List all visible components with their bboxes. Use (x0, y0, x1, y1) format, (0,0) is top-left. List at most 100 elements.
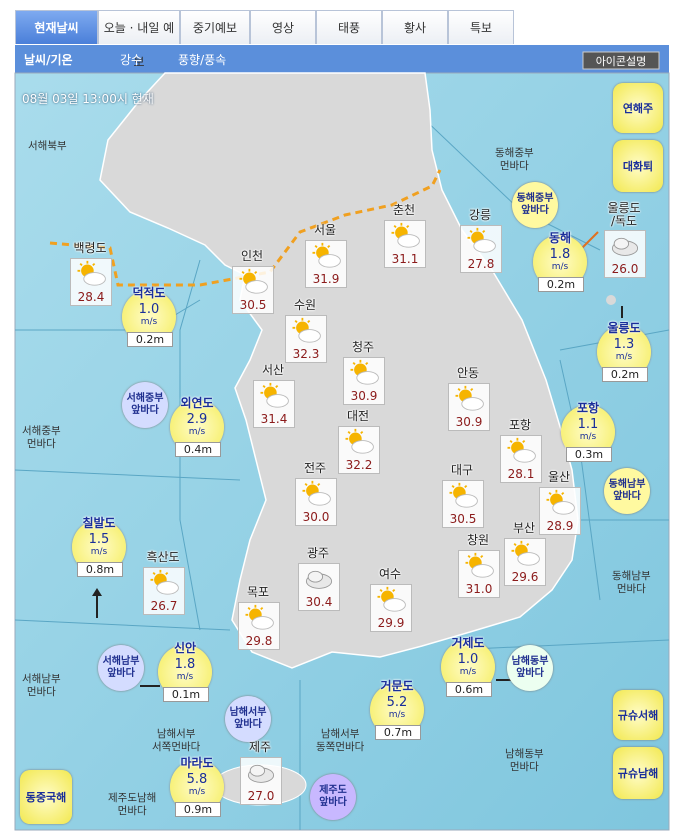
temperature: 29.8 (245, 634, 273, 648)
buoy[interactable]: 외연도 2.9 m/s 0.4m (170, 396, 224, 457)
temperature: 27.8 (467, 257, 495, 271)
city-name: 울릉도 /독도 (607, 201, 641, 228)
city-weather[interactable]: 27.8 (460, 225, 502, 273)
city-weather[interactable]: 29.9 (370, 584, 412, 632)
city-name: 수원 (293, 298, 317, 312)
city-weather[interactable]: 28.1 (500, 435, 542, 483)
temperature: 32.3 (292, 347, 320, 361)
city-weather[interactable]: 26.7 (143, 567, 185, 615)
weather-icon (542, 489, 578, 516)
sea-zone-bubble[interactable]: 동해중부 앞바다 (512, 182, 558, 228)
buoy[interactable]: 울릉도 1.3 m/s 0.2m (597, 321, 651, 382)
buoy[interactable]: 거문도 5.2 m/s 0.7m (370, 679, 424, 740)
wind-unit: m/s (188, 427, 206, 437)
city-weather[interactable]: 30.0 (295, 478, 337, 526)
temperature: 29.9 (377, 616, 405, 630)
temperature: 30.4 (305, 595, 333, 609)
tab[interactable]: 현재날씨 (15, 10, 98, 44)
city-weather[interactable]: 29.8 (238, 602, 280, 650)
temperature: 30.5 (449, 512, 477, 526)
wave-height: 0.6m (446, 682, 492, 697)
sea-zone-bubble[interactable]: 남해서부 앞바다 (225, 696, 271, 742)
subtab[interactable]: 풍향/풍속 (178, 53, 227, 67)
buoy-name: 신안 (173, 641, 197, 655)
city-name: 강릉 (468, 208, 492, 222)
city-name: 춘천 (392, 203, 416, 217)
city-weather[interactable]: 30.4 (298, 563, 340, 611)
region-button[interactable]: 연해주 (613, 83, 663, 133)
buoy[interactable]: 칠발도 1.5 m/s 0.8m (72, 516, 126, 577)
tab[interactable]: 태풍 (316, 10, 382, 44)
sea-zone-bubble[interactable]: 서해중부 앞바다 (122, 382, 168, 428)
city-name: 부산 (512, 521, 536, 535)
city-weather[interactable]: 30.9 (448, 383, 490, 431)
subtab-bar (15, 45, 669, 73)
city-weather[interactable]: 31.4 (253, 380, 295, 428)
subtab[interactable]: 날씨/기온 (24, 53, 73, 67)
sea-zone-bubble[interactable]: 동해남부 앞바다 (604, 468, 650, 514)
sea-zone-bubble[interactable]: 서해남부 앞바다 (98, 645, 144, 691)
subtab[interactable]: 강수 (120, 53, 143, 67)
weather-icon (298, 480, 334, 507)
buoy-name: 거문도 (380, 679, 414, 693)
wave-height: 0.9m (175, 802, 221, 817)
tab[interactable]: 중기예보 (180, 10, 250, 44)
weather-icon (507, 540, 543, 567)
sea-zone-bubble[interactable]: 남해동부 앞바다 (507, 645, 553, 691)
tab[interactable]: 오늘 · 내일 예보 (98, 10, 180, 69)
buoy[interactable]: 마라도 5.8 m/s 0.9m (170, 756, 224, 817)
sea-zone-label: 동해중부 먼바다 (495, 147, 534, 172)
city-name: 여수 (378, 567, 402, 581)
city-name: 광주 (306, 546, 330, 560)
wind-unit: m/s (579, 432, 597, 442)
weather-icon (146, 569, 182, 596)
buoy-name: 동해 (548, 231, 572, 245)
region-button[interactable]: 대화퇴 (613, 140, 663, 192)
city-name: 청주 (351, 340, 375, 354)
city-weather[interactable]: 32.2 (338, 426, 380, 474)
buoy[interactable]: 덕적도 1.0 m/s 0.2m (122, 286, 176, 347)
buoy-name: 외연도 (180, 396, 214, 410)
tab[interactable]: 황사 (382, 10, 448, 44)
city-weather[interactable]: 30.5 (442, 480, 484, 528)
weather-icon (463, 227, 499, 254)
temperature: 26.7 (150, 599, 178, 613)
wind-speed: 5.2 (386, 695, 408, 710)
city-weather[interactable]: 28.9 (539, 487, 581, 535)
city-weather[interactable]: 30.9 (343, 357, 385, 405)
tab[interactable]: 영상 (250, 10, 316, 44)
region-button[interactable]: 동중국해 (20, 770, 72, 824)
temperature: 28.1 (507, 467, 535, 481)
sea-zone-bubble[interactable]: 제주도 앞바다 (310, 774, 356, 820)
wind-speed: 2.9 (186, 412, 208, 427)
region-button[interactable]: 규슈서해 (613, 690, 663, 740)
sea-zone-label: 남해동부 먼바다 (505, 748, 544, 773)
sea-zone-label: 서해남부 먼바다 (22, 673, 61, 698)
icon-legend-button-bg[interactable] (582, 51, 660, 70)
city-weather[interactable]: 32.3 (285, 315, 327, 363)
wind-unit: m/s (140, 317, 158, 327)
city-weather[interactable]: 28.4 (70, 258, 112, 306)
temperature: 29.6 (511, 570, 539, 584)
city-weather[interactable]: 31.1 (384, 220, 426, 268)
city-weather[interactable]: 27.0 (240, 757, 282, 805)
city-name: 제주 (248, 740, 272, 754)
city-weather[interactable]: 31.0 (458, 550, 500, 598)
city-weather[interactable]: 29.6 (504, 538, 546, 586)
icon-legend-button[interactable]: 아이콘설명 (595, 55, 647, 68)
region-button[interactable]: 규슈남해 (613, 747, 663, 799)
city-weather[interactable]: 31.9 (305, 240, 347, 288)
city-weather[interactable]: 26.0 (604, 230, 646, 278)
temperature: 31.9 (312, 272, 340, 286)
temperature: 32.2 (345, 458, 373, 472)
weather-icon (341, 428, 377, 455)
tab[interactable]: 특보 (448, 10, 514, 44)
wind-speed: 1.0 (138, 302, 160, 317)
city-weather[interactable]: 30.5 (232, 266, 274, 314)
wind-speed: 1.3 (613, 337, 635, 352)
buoy[interactable]: 동해 1.8 m/s 0.2m (533, 231, 587, 292)
buoy[interactable]: 신안 1.8 m/s 0.1m (158, 641, 212, 702)
buoy[interactable]: 포항 1.1 m/s 0.3m (561, 401, 615, 462)
buoy[interactable]: 거제도 1.0 m/s 0.6m (441, 636, 495, 697)
weather-icon (288, 317, 324, 344)
